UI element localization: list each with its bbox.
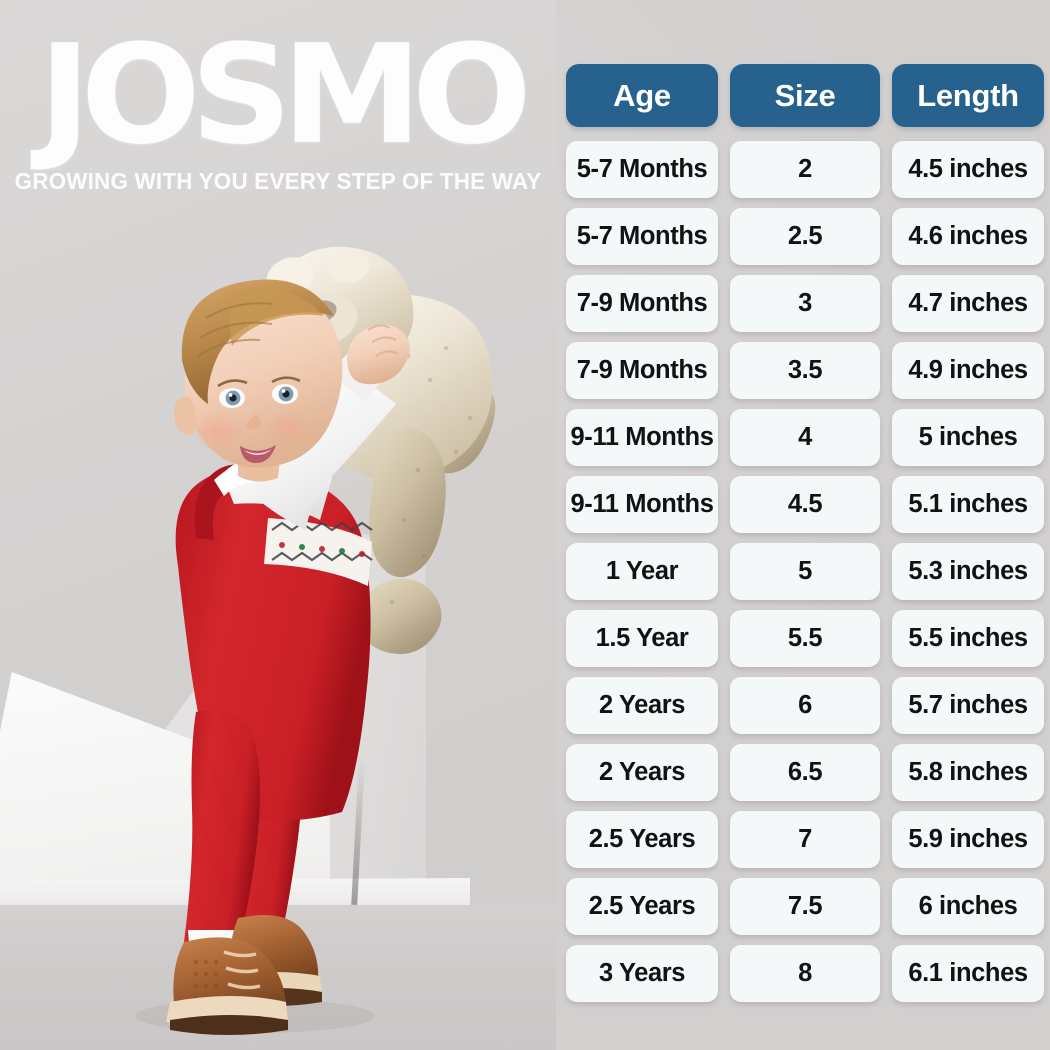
cell-length: 5.1 inches — [892, 476, 1044, 533]
brand-wordmark: JOSMO — [38, 16, 532, 175]
lifestyle-photo-panel: JOSMO GROWING WITH YOU EVERY STEP OF THE… — [0, 0, 556, 1050]
cell-length: 5.9 inches — [892, 811, 1044, 868]
cell-age: 2.5 Years — [566, 878, 718, 935]
table-row: 9-11 Months 4 5 inches — [566, 409, 1044, 466]
table-row: 5-7 Months 2.5 4.6 inches — [566, 208, 1044, 265]
table-row: 2.5 Years 7 5.9 inches — [566, 811, 1044, 868]
cell-age: 1 Year — [566, 543, 718, 600]
cell-length: 4.5 inches — [892, 141, 1044, 198]
cell-age: 7-9 Months — [566, 342, 718, 399]
cell-length: 4.7 inches — [892, 275, 1044, 332]
cell-size: 3 — [730, 275, 880, 332]
cell-age: 9-11 Months — [566, 409, 718, 466]
column-header-length: Length — [892, 64, 1044, 127]
table-row: 7-9 Months 3 4.7 inches — [566, 275, 1044, 332]
cell-size: 5 — [730, 543, 880, 600]
cell-size: 4 — [730, 409, 880, 466]
cell-length: 6.1 inches — [892, 945, 1044, 1002]
size-chart-table: Age Size Length 5-7 Months 2 4.5 inches … — [566, 64, 1044, 1012]
table-header-row: Age Size Length — [566, 64, 1044, 127]
table-row: 9-11 Months 4.5 5.1 inches — [566, 476, 1044, 533]
cell-length: 5.5 inches — [892, 610, 1044, 667]
toddler-photo-illustration — [135, 246, 496, 1035]
cell-size: 7 — [730, 811, 880, 868]
table-row: 2.5 Years 7.5 6 inches — [566, 878, 1044, 935]
cell-length: 4.6 inches — [892, 208, 1044, 265]
cell-age: 2 Years — [566, 677, 718, 734]
table-row: 1.5 Year 5.5 5.5 inches — [566, 610, 1044, 667]
cell-length: 5 inches — [892, 409, 1044, 466]
cell-size: 8 — [730, 945, 880, 1002]
cell-length: 5.3 inches — [892, 543, 1044, 600]
table-row: 3 Years 8 6.1 inches — [566, 945, 1044, 1002]
table-row: 1 Year 5 5.3 inches — [566, 543, 1044, 600]
cell-size: 2.5 — [730, 208, 880, 265]
column-header-size: Size — [730, 64, 880, 127]
cell-size: 3.5 — [730, 342, 880, 399]
cell-length: 5.8 inches — [892, 744, 1044, 801]
eyes — [217, 376, 301, 408]
cell-age: 3 Years — [566, 945, 718, 1002]
cell-age: 7-9 Months — [566, 275, 718, 332]
brand-tagline: GROWING WITH YOU EVERY STEP OF THE WAY — [14, 168, 542, 195]
cell-age: 5-7 Months — [566, 141, 718, 198]
cell-age: 9-11 Months — [566, 476, 718, 533]
table-row: 2 Years 6 5.7 inches — [566, 677, 1044, 734]
table-row: 7-9 Months 3.5 4.9 inches — [566, 342, 1044, 399]
table-row: 2 Years 6.5 5.8 inches — [566, 744, 1044, 801]
brand-logo-block: JOSMO GROWING WITH YOU EVERY STEP OF THE… — [0, 16, 556, 195]
cell-age: 2 Years — [566, 744, 718, 801]
cell-size: 7.5 — [730, 878, 880, 935]
column-header-age: Age — [566, 64, 718, 127]
toddler-boots — [166, 915, 322, 1035]
cell-length: 6 inches — [892, 878, 1044, 935]
cell-age: 1.5 Year — [566, 610, 718, 667]
cell-length: 4.9 inches — [892, 342, 1044, 399]
cell-size: 5.5 — [730, 610, 880, 667]
cell-age: 5-7 Months — [566, 208, 718, 265]
table-row: 5-7 Months 2 4.5 inches — [566, 141, 1044, 198]
cell-size: 4.5 — [730, 476, 880, 533]
cell-size: 2 — [730, 141, 880, 198]
cell-length: 5.7 inches — [892, 677, 1044, 734]
cell-size: 6.5 — [730, 744, 880, 801]
toddler-figure — [174, 279, 410, 959]
cell-age: 2.5 Years — [566, 811, 718, 868]
cell-size: 6 — [730, 677, 880, 734]
